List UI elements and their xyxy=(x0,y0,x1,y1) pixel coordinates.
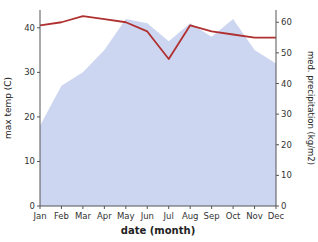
y-tick-label: 0 xyxy=(30,201,35,211)
y2-tick-label: 40 xyxy=(281,79,292,89)
x-tick-label: Sep xyxy=(204,211,220,221)
y2-tick-label: 50 xyxy=(281,48,292,58)
marks xyxy=(40,16,276,206)
x-tick xyxy=(104,206,105,209)
chart: JanFebMarAprMayJunJulAugSepOctNovDec0102… xyxy=(0,0,318,242)
y2-tick-label: 30 xyxy=(281,109,292,119)
x-tick-label: Mar xyxy=(75,211,92,221)
x-tick-label: Feb xyxy=(54,211,69,221)
x-tick-label: Dec xyxy=(268,211,285,221)
y-tick-label: 40 xyxy=(24,23,35,33)
y2-tick-label: 20 xyxy=(281,140,292,150)
x-axis-label: date (month) xyxy=(121,225,195,236)
x-tick xyxy=(190,206,191,209)
y-tick xyxy=(37,72,40,73)
y2-tick xyxy=(276,114,279,115)
chart-container: JanFebMarAprMayJunJulAugSepOctNovDec0102… xyxy=(0,0,318,242)
y-tick-label: 20 xyxy=(24,112,35,122)
y2-tick xyxy=(276,144,279,145)
x-tick xyxy=(82,206,83,209)
y2-tick xyxy=(276,175,279,176)
y-tick-label: 30 xyxy=(24,67,35,77)
area xyxy=(40,19,276,206)
x-tick-label: Nov xyxy=(246,211,263,221)
y2-tick-label: 60 xyxy=(281,17,292,27)
y2-tick-label: 10 xyxy=(281,170,292,180)
x-tick xyxy=(211,206,212,209)
x-tick-label: Oct xyxy=(226,211,241,221)
y-axis-line xyxy=(40,10,41,206)
x-tick-label: Jan xyxy=(32,211,46,221)
y2-tick-label: 0 xyxy=(281,201,286,211)
x-tick-label: Jul xyxy=(163,211,174,221)
axes: JanFebMarAprMayJunJulAugSepOctNovDec0102… xyxy=(24,10,292,221)
x-tick xyxy=(61,206,62,209)
y-tick xyxy=(37,161,40,162)
y-tick xyxy=(37,116,40,117)
y2-tick xyxy=(276,206,279,207)
y2-tick xyxy=(276,52,279,53)
x-tick-label: Apr xyxy=(97,211,112,221)
x-tick xyxy=(233,206,234,209)
x-tick xyxy=(125,206,126,209)
y-tick xyxy=(37,206,40,207)
x-tick xyxy=(147,206,148,209)
y2-axis-label: med. precipitation (kg/m2) xyxy=(306,51,316,165)
y-tick-label: 10 xyxy=(24,156,35,166)
y2-tick xyxy=(276,83,279,84)
page: {"chart_data": {"type": "area", "x_label… xyxy=(0,0,318,242)
x-tick-label: May xyxy=(117,211,135,221)
x-tick xyxy=(168,206,169,209)
y2-tick xyxy=(276,22,279,23)
y2-axis-line xyxy=(276,10,277,206)
y-tick xyxy=(37,27,40,28)
line xyxy=(40,16,276,59)
y-axis-label: max temp (C) xyxy=(3,77,13,139)
x-tick-label: Jun xyxy=(140,211,154,221)
x-tick-label: Aug xyxy=(182,211,199,221)
x-tick xyxy=(254,206,255,209)
x-axis-line xyxy=(40,206,276,207)
